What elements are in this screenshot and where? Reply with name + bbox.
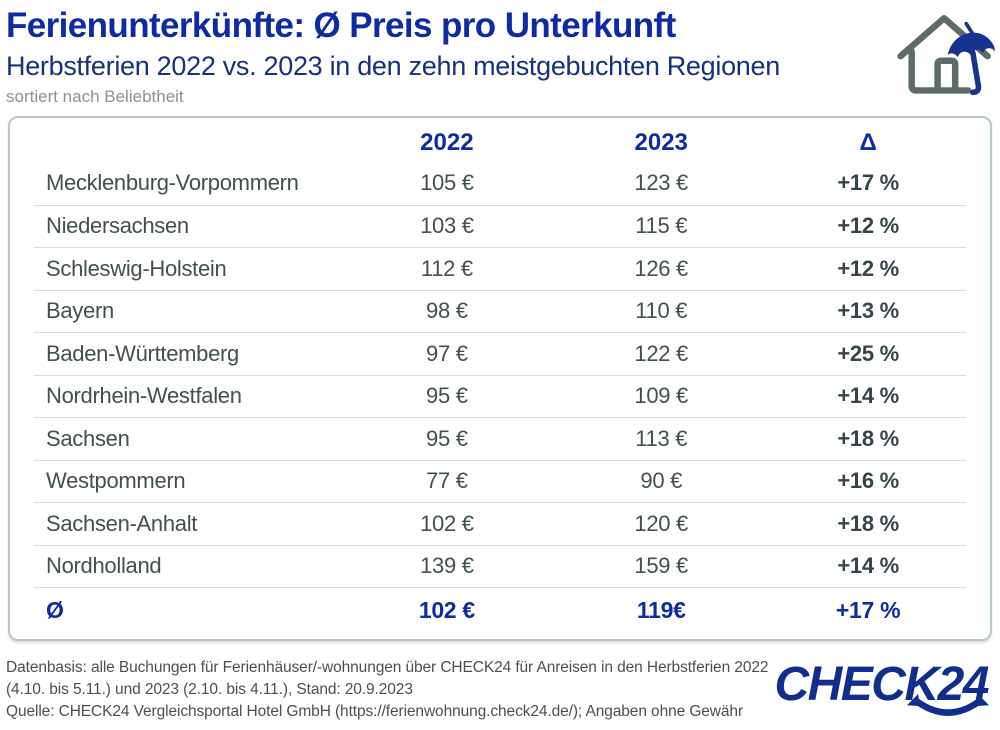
footer-line-3: Quelle: CHECK24 Vergleichsportal Hotel G… xyxy=(6,703,744,721)
price-2022-cell: 95 € xyxy=(426,383,468,409)
price-table: 2022 2023 Δ Mecklenburg-Vorpommern 105 €… xyxy=(8,116,992,642)
region-cell: Westpommern xyxy=(46,468,186,494)
table-row: Bayern 98 € 110 € +13 % xyxy=(34,289,966,333)
price-2023-cell: 109 € xyxy=(634,383,688,409)
price-2023-cell: 113 € xyxy=(635,425,688,451)
region-cell: Schleswig-Holstein xyxy=(46,255,227,281)
delta-cell: +14 % xyxy=(837,383,899,409)
region-cell: Niedersachsen xyxy=(46,213,189,239)
region-cell: Bayern xyxy=(46,298,114,324)
price-2022-cell: 139 € xyxy=(420,553,474,579)
house-with-umbrella-icon xyxy=(894,8,996,96)
delta-cell: +25 % xyxy=(837,340,899,366)
average-delta: +17 % xyxy=(835,597,901,624)
delta-cell: +18 % xyxy=(837,425,899,451)
price-2023-cell: 90 € xyxy=(640,468,683,494)
price-2023-cell: 159 € xyxy=(634,553,688,579)
delta-cell: +12 % xyxy=(837,255,899,281)
delta-cell: +18 % xyxy=(837,510,899,536)
price-2022-cell: 105 € xyxy=(420,170,474,196)
footer-source-text: Datenbasis: alle Buchungen für Ferienhäu… xyxy=(6,657,768,723)
page-subtitle: Herbstferien 2022 vs. 2023 in den zehn m… xyxy=(6,51,780,82)
delta-cell: +14 % xyxy=(837,553,899,579)
price-2022-cell: 103 € xyxy=(420,213,474,239)
footer: Datenbasis: alle Buchungen für Ferienhäu… xyxy=(6,657,994,723)
table-row: Sachsen-Anhalt 102 € 120 € +18 % xyxy=(34,502,966,545)
price-2023-cell: 123 € xyxy=(634,170,688,196)
page-title: Ferienunterkünfte: Ø Preis pro Unterkunf… xyxy=(6,6,676,45)
footer-line-2: (4.10. bis 5.11.) und 2023 (2.10. bis 4.… xyxy=(6,681,413,699)
table-row: Nordholland 139 € 159 € +14 % xyxy=(34,544,966,588)
price-2022-cell: 102 € xyxy=(420,510,474,536)
average-symbol: Ø xyxy=(46,597,64,624)
average-price-2023: 119€ xyxy=(636,597,686,624)
table-row: Niedersachsen 103 € 115 € +12 % xyxy=(34,204,966,248)
region-cell: Sachsen xyxy=(46,425,130,451)
price-2022-cell: 97 € xyxy=(426,340,468,366)
region-cell: Sachsen-Anhalt xyxy=(46,510,198,536)
price-2022-cell: 77 € xyxy=(426,468,468,494)
price-2023-cell: 110 € xyxy=(635,298,688,324)
table-row: Westpommern 77 € 90 € +16 % xyxy=(34,459,966,503)
delta-cell: +13 % xyxy=(837,298,899,324)
sort-note: sortiert nach Beliebtheit xyxy=(6,87,184,107)
price-2023-cell: 126 € xyxy=(634,255,688,281)
delta-cell: +17 % xyxy=(837,170,899,196)
table-body: Mecklenburg-Vorpommern 105 € 123 € +17 %… xyxy=(34,162,966,587)
average-row: Ø 102 € 119€ +17 % xyxy=(34,587,966,633)
region-cell: Nordholland xyxy=(46,553,162,579)
price-2023-cell: 115 € xyxy=(635,213,688,239)
check24-logo-text: CHECK24 xyxy=(774,658,989,712)
region-cell: Mecklenburg-Vorpommern xyxy=(46,170,299,196)
table-row: Mecklenburg-Vorpommern 105 € 123 € +17 % xyxy=(34,162,966,205)
price-2022-cell: 95 € xyxy=(426,425,468,451)
delta-cell: +16 % xyxy=(837,468,899,494)
price-2023-cell: 120 € xyxy=(634,510,688,536)
table-row: Schleswig-Holstein 112 € 126 € +12 % xyxy=(34,247,966,290)
check24-logo-arrow-icon xyxy=(906,694,990,716)
region-cell: Baden-Württemberg xyxy=(46,340,239,366)
check24-logo: CHECK24 xyxy=(774,658,989,716)
price-2022-cell: 98 € xyxy=(426,298,468,324)
column-header-2022: 2022 xyxy=(420,128,474,156)
footer-line-1: Datenbasis: alle Buchungen für Ferienhäu… xyxy=(6,659,769,677)
table-row: Nordrhein-Westfalen 95 € 109 € +14 % xyxy=(34,374,966,418)
table-header-row: 2022 2023 Δ xyxy=(34,123,966,162)
column-header-delta: Δ xyxy=(859,128,877,156)
table-row: Sachsen 95 € 113 € +18 % xyxy=(34,417,966,460)
table-row: Baden-Württemberg 97 € 122 € +25 % xyxy=(34,332,966,375)
column-header-2023: 2023 xyxy=(634,128,688,156)
average-price-2022: 102 € xyxy=(418,597,475,624)
delta-cell: +12 % xyxy=(837,213,899,239)
region-cell: Nordrhein-Westfalen xyxy=(46,383,242,409)
price-2022-cell: 112 € xyxy=(420,255,473,281)
price-2023-cell: 122 € xyxy=(634,340,688,366)
